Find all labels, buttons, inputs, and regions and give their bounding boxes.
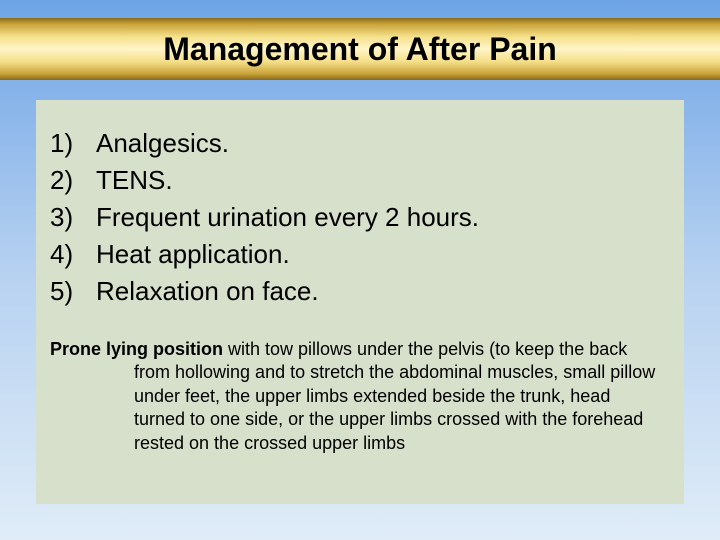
paragraph-lead: Prone lying position [50,339,223,359]
list-text: Frequent urination every 2 hours. [96,202,479,233]
slide-title: Management of After Pain [163,31,557,68]
list-text: TENS. [96,165,173,196]
title-bar: Management of After Pain [0,18,720,80]
list-item: 1) Analgesics. [50,128,670,159]
numbered-list: 1) Analgesics. 2) TENS. 3) Frequent urin… [50,128,670,313]
list-text: Relaxation on face. [96,276,319,307]
list-item: 3) Frequent urination every 2 hours. [50,202,670,233]
list-item: 5) Relaxation on face. [50,276,670,307]
list-number: 3) [50,202,96,233]
list-text: Analgesics. [96,128,229,159]
list-number: 2) [50,165,96,196]
list-item: 2) TENS. [50,165,670,196]
list-item: 4) Heat application. [50,239,670,270]
list-number: 4) [50,239,96,270]
paragraph: Prone lying position with tow pillows un… [50,338,666,455]
list-text: Heat application. [96,239,290,270]
list-number: 1) [50,128,96,159]
list-number: 5) [50,276,96,307]
